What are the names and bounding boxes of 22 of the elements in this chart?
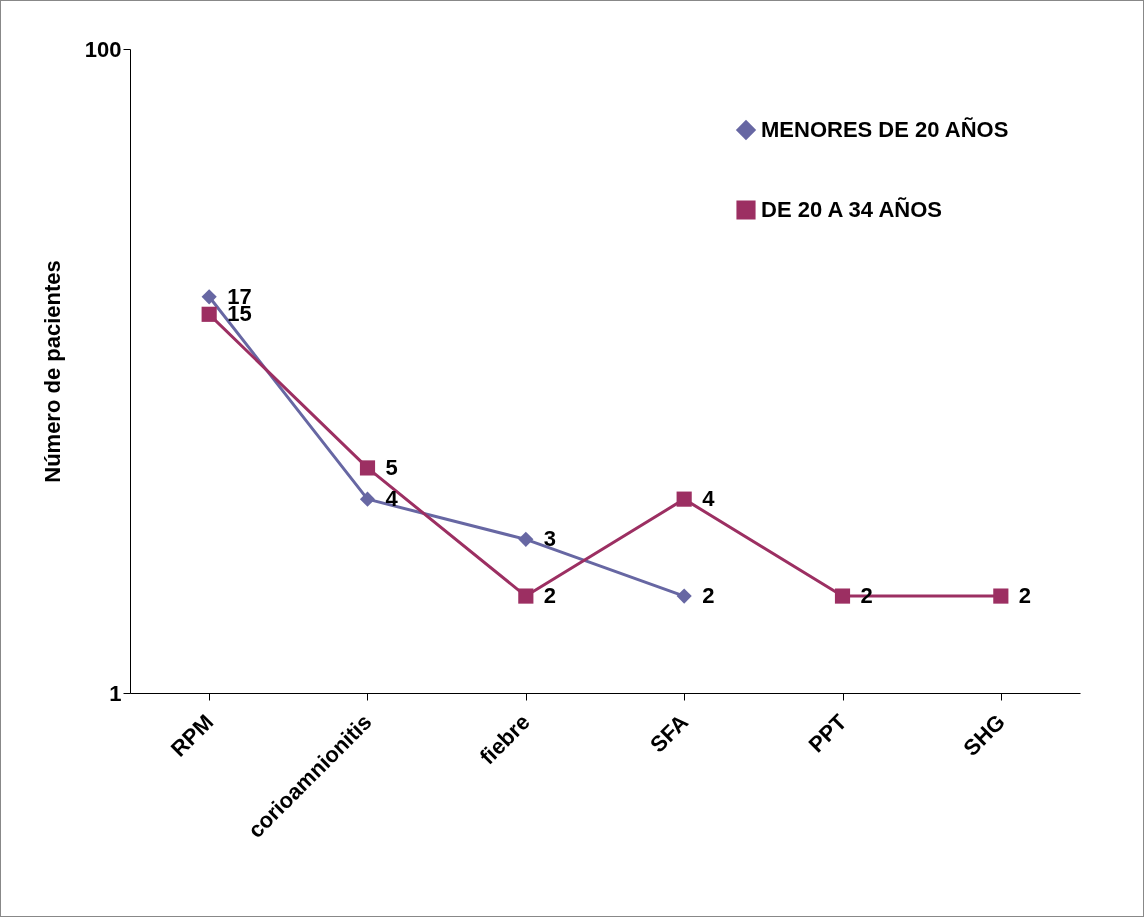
data-label: 2 xyxy=(543,583,557,609)
point xyxy=(359,460,376,476)
data-label: 4 xyxy=(702,486,716,512)
legend-label: DE 20 A 34 AÑOS xyxy=(761,197,942,222)
point xyxy=(676,491,692,507)
data-label: 2 xyxy=(1018,583,1032,609)
point xyxy=(834,588,851,604)
point xyxy=(201,306,217,322)
data-label: 5 xyxy=(385,454,398,480)
point xyxy=(676,588,692,604)
legend-label: MENORES DE 20 AÑOS xyxy=(761,117,1009,142)
point xyxy=(518,531,534,547)
data-label: 2 xyxy=(702,583,715,609)
point xyxy=(201,289,217,305)
data-label: 3 xyxy=(543,526,557,552)
point xyxy=(518,588,534,604)
x-tick-label: SFA xyxy=(645,709,694,758)
y-tick-label: 100 xyxy=(84,36,122,62)
y-tick-label: 1 xyxy=(109,680,122,706)
y-axis-title: Número de pacientes xyxy=(39,260,65,483)
point xyxy=(993,588,1009,604)
point xyxy=(359,491,376,507)
